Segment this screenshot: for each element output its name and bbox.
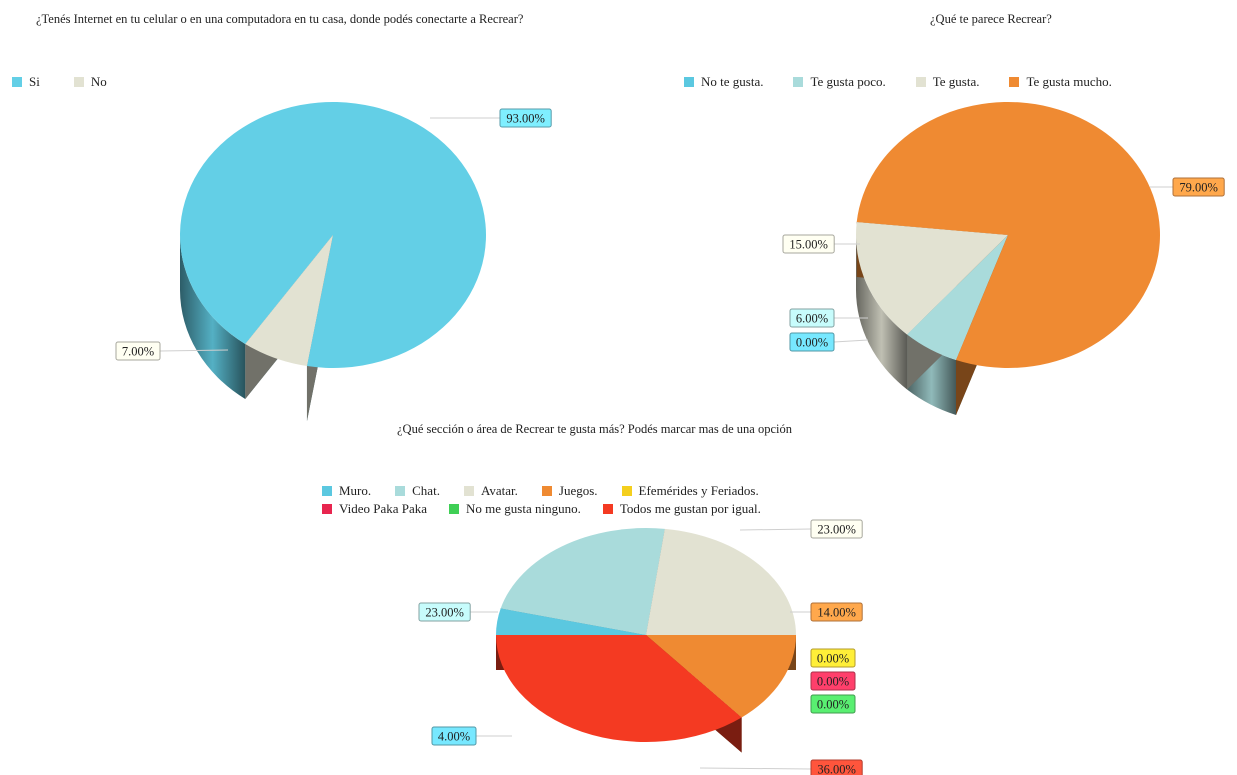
chart3-legend-swatch-3 [541,486,552,496]
chart3-data-label-box-5 [810,671,856,691]
chart2-leader-line-0 [833,339,869,343]
chart2-legend-item-0: No te gusta. [684,74,763,90]
chart3-data-label-7: 36.00% [817,763,856,775]
chart3-data-label-box-3 [810,602,863,622]
chart3-data-label-box-0 [431,726,477,746]
chart3-legend-item-3: Juegos. [541,483,598,499]
chart3-data-label-5: 0.00% [817,675,849,689]
chart3-legend-label-2: Avatar. [480,483,518,498]
chart3-legend-item-2: Avatar. [463,483,518,499]
chart3-legend-item-1: Chat. [395,483,440,499]
chart1-legend-label-no: No [90,74,107,89]
chart3-legend-swatch-6 [449,504,460,514]
data-labels: 93.00% 7.00% 79.00% 15.00% 6.00% 0.00% 23.00% 2… [115,108,1225,775]
chart2-data-label-box-3 [1172,177,1225,197]
chart1-pie [179,102,486,422]
chart2-title: ¿Qué te parece Recrear? [930,12,1052,26]
chart2-legend-label-3: Te gusta mucho. [1026,74,1112,89]
chart2-legend-swatch-2 [915,77,926,87]
chart3-slice-1 [500,528,665,635]
chart3-legend-swatch-5 [322,504,332,514]
chart2-legend-swatch-3 [1009,77,1020,87]
chart2-legend-swatch-0 [684,77,694,87]
chart2-slice-1 [907,235,1008,360]
chart1-slice-1 [245,235,333,367]
chart3-data-label-box-1 [418,602,471,622]
chart3-title: ¿Qué sección o área de Recrear te gusta … [397,422,792,436]
chart2-data-label-3: 79.00% [1179,181,1218,195]
chart2-data-label-box-1 [789,308,835,328]
chart2-legend: No te gusta. Te gusta poco. Te gusta. Te… [684,73,1112,91]
chart3-legend-label-7: Todos me gustan por igual. [619,501,761,516]
chart2-data-label-box-0 [789,332,835,352]
chart2-legend-label-0: No te gusta. [701,74,764,89]
chart1-legend-swatch-si [12,77,22,87]
chart2-data-label-0: 0.00% [796,336,828,350]
chart3-slice-2 [646,528,796,635]
chart3-legend-label-0: Muro. [339,483,372,498]
chart3-slice-3 [646,635,796,718]
chart2-legend-label-1: Te gusta poco. [810,74,886,89]
chart2-slice-side-2 [856,235,908,390]
chart2-legend-item-2: Te gusta. [915,74,980,90]
chart1-slice-0 [179,102,486,369]
chart1-leader-line-1 [159,349,229,352]
chart3-legend-label-4: Efemérides y Feriados. [638,483,759,498]
chart3-leader-line-7 [699,767,812,770]
chart3-slice-7 [496,635,742,742]
chart3-data-label-box-4 [810,648,856,668]
chart3-data-label-1: 23.00% [425,606,464,620]
chart3-data-label-6: 0.00% [817,698,849,712]
chart3-data-label-box-6 [810,694,856,714]
chart3-legend-label-1: Chat. [412,483,440,498]
chart1-legend-item-no: No [73,74,107,90]
chart3-data-label-4: 0.00% [817,652,849,666]
chart3-legend: Muro. Chat. Avatar. Juegos. Efemérides y… [322,482,761,518]
chart1-legend: Si No [12,73,107,91]
chart3-data-label-2: 23.00% [817,523,856,537]
chart2-slice-2 [856,222,1008,335]
chart3-slice-0 [496,608,646,635]
chart1-data-label-box-1 [115,341,161,361]
chart3-legend-item-7: Todos me gustan por igual. [602,501,761,517]
chart3-legend-swatch-0 [322,486,332,496]
chart2-pie [856,101,1161,415]
chart3-data-label-box-7 [810,759,863,775]
chart1-data-label-1: 7.00% [122,345,154,359]
chart3-data-label-3: 14.00% [817,606,856,620]
chart3-legend-item-4: Efemérides y Feriados. [621,483,759,499]
chart2-legend-label-2: Te gusta. [932,74,980,89]
chart1-title: ¿Tenés Internet en tu celular o en una c… [36,12,524,26]
chart3-legend-item-0: Muro. [322,483,371,499]
chart3-legend-item-5: Video Paka Paka [322,501,427,517]
chart1-legend-item-si: Si [12,74,40,90]
chart3-legend-label-6: No me gusta ninguno. [466,501,581,516]
chart3-legend-label-5: Video Paka Paka [339,501,428,516]
chart3-legend-swatch-7 [602,504,613,514]
chart3-legend-item-6: No me gusta ninguno. [449,501,581,517]
chart3-legend-swatch-4 [621,486,632,496]
chart1-data-label-0: 93.00% [506,112,545,126]
chart1-legend-label-si: Si [29,74,40,89]
chart2-legend-swatch-1 [793,77,804,87]
chart1-slice-side-0 [180,235,246,399]
chart2-legend-item-1: Te gusta poco. [793,74,886,90]
chart2-data-label-box-2 [782,234,835,254]
chart2-data-label-1: 6.00% [796,312,828,326]
chart2-data-label-2: 15.00% [789,238,828,252]
chart2-slice-3 [856,101,1161,368]
chart1-data-label-box-0 [499,108,552,128]
chart3-data-label-0: 4.00% [438,730,470,744]
chart1-legend-swatch-no [73,77,84,87]
chart3-pie [496,528,796,753]
chart3-leader-line-2 [739,528,812,531]
chart3-legend-label-3: Juegos. [558,483,598,498]
chart3-data-label-box-2 [810,519,863,539]
chart3-legend-swatch-2 [463,486,474,496]
chart2-legend-item-3: Te gusta mucho. [1009,74,1112,90]
chart3-legend-swatch-1 [395,486,406,496]
